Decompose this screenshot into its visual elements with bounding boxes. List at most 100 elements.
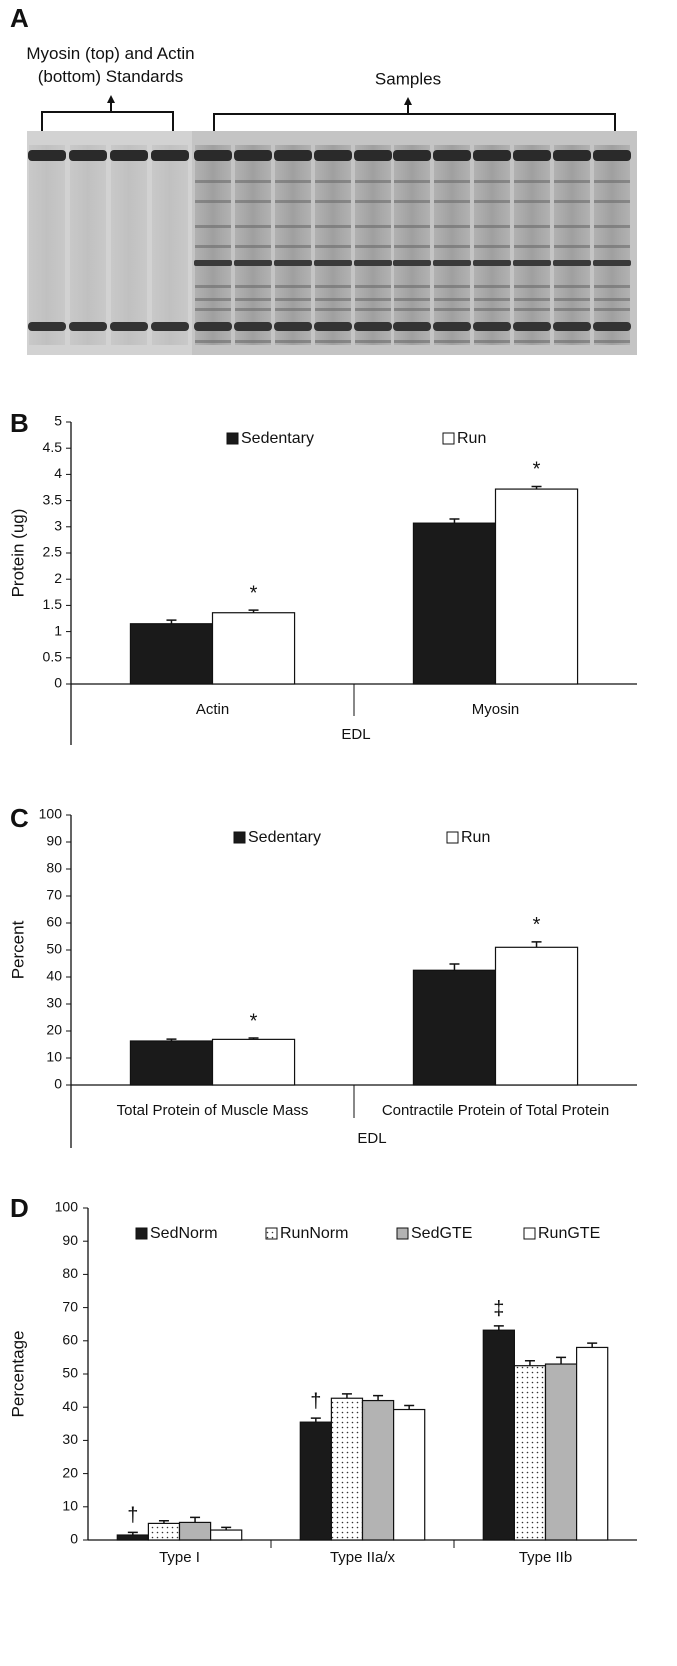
- significance-marker: †: [310, 1390, 321, 1412]
- y-tick-label: 30: [62, 1431, 78, 1447]
- gel-band: [234, 150, 272, 161]
- legend-swatch: [447, 832, 458, 843]
- gel-band: [473, 260, 511, 266]
- gel-band: [393, 260, 431, 266]
- legend-label: RunNorm: [280, 1225, 348, 1242]
- y-tick-label: 0: [70, 1531, 78, 1547]
- error-bar: [525, 1361, 535, 1366]
- error-bar: [587, 1343, 597, 1347]
- y-tick-label: 60: [46, 914, 62, 930]
- gel-lane: [29, 145, 65, 345]
- gel-band: [394, 200, 430, 203]
- panel-label: B: [10, 408, 29, 438]
- gel-band: [235, 245, 271, 248]
- y-tick-label: 2.5: [43, 544, 63, 560]
- y-tick-label: 20: [46, 1022, 62, 1038]
- gel-band: [275, 225, 311, 228]
- gel-band: [315, 308, 351, 311]
- gel-band: [195, 285, 231, 288]
- gel-band: [355, 298, 391, 301]
- gel-band: [195, 180, 231, 183]
- gel-band: [314, 260, 352, 266]
- gel-band: [514, 225, 550, 228]
- gel-band: [355, 285, 391, 288]
- gel-band: [554, 225, 590, 228]
- gel-band: [355, 225, 391, 228]
- x-tick-label: Type IIa/x: [330, 1549, 396, 1566]
- gel-band: [553, 260, 591, 266]
- x-tick-label: Type IIb: [519, 1549, 572, 1566]
- y-tick-label: 0: [54, 1076, 62, 1092]
- error-bar: [373, 1396, 383, 1401]
- gel-band: [355, 200, 391, 203]
- gel-band: [234, 322, 272, 331]
- gel-band: [275, 308, 311, 311]
- y-tick-label: 90: [62, 1232, 78, 1248]
- y-tick-label: 50: [62, 1365, 78, 1381]
- error-bar: [532, 942, 542, 947]
- standards-label: Myosin (top) and Actin (bottom) Standard…: [13, 42, 208, 88]
- legend-swatch: [234, 832, 245, 843]
- gel-band: [594, 245, 630, 248]
- gel-band: [554, 180, 590, 183]
- gel-band: [394, 308, 430, 311]
- gel-band: [434, 340, 470, 343]
- gel-band: [434, 225, 470, 228]
- gel-band: [393, 322, 431, 331]
- legend-swatch: [524, 1228, 535, 1239]
- gel-band: [69, 150, 107, 161]
- bar: [213, 613, 295, 684]
- bracket: [42, 100, 615, 131]
- gel-band: [434, 245, 470, 248]
- y-tick-label: 30: [46, 995, 62, 1011]
- gel-band: [394, 225, 430, 228]
- gel-band: [434, 200, 470, 203]
- gel-band: [69, 322, 107, 331]
- gel-band: [514, 308, 550, 311]
- bar: [117, 1535, 148, 1540]
- gel-band: [275, 285, 311, 288]
- error-bar: [190, 1517, 200, 1522]
- gel-band: [474, 308, 510, 311]
- legend-label: SedGTE: [411, 1225, 472, 1242]
- bar: [130, 1041, 212, 1085]
- gel-band: [433, 322, 471, 331]
- gel-band: [513, 260, 551, 266]
- gel-band: [394, 245, 430, 248]
- legend-label: SedNorm: [150, 1225, 218, 1242]
- gel-band: [235, 285, 271, 288]
- bar: [148, 1523, 179, 1540]
- gel-band: [514, 340, 550, 343]
- bar: [394, 1410, 425, 1540]
- legend-label: Sedentary: [241, 430, 314, 447]
- y-tick-label: 4: [54, 465, 62, 481]
- gel-band: [355, 340, 391, 343]
- gel-band: [514, 180, 550, 183]
- page: A Samples BProtein (ug)EDL00.511.522.533…: [0, 0, 677, 1666]
- gel-band: [235, 225, 271, 228]
- panel-label: C: [10, 803, 29, 833]
- gel-band: [354, 260, 392, 266]
- gel-band: [315, 200, 351, 203]
- gel-band: [514, 245, 550, 248]
- gel-lane: [111, 145, 147, 345]
- y-tick-label: 40: [62, 1398, 78, 1414]
- gel-band: [554, 200, 590, 203]
- gel-band: [194, 150, 232, 161]
- y-axis-label: Protein (ug): [8, 509, 27, 598]
- gel-band: [275, 298, 311, 301]
- gel-band: [593, 260, 631, 266]
- y-tick-label: 5: [54, 413, 62, 429]
- gel-band: [474, 180, 510, 183]
- gel-band: [28, 322, 66, 331]
- gel-band: [593, 322, 631, 331]
- y-tick-label: 1: [54, 622, 62, 638]
- gel-band: [513, 322, 551, 331]
- legend-label: RunGTE: [538, 1225, 600, 1242]
- gel-band: [355, 245, 391, 248]
- y-tick-label: 80: [62, 1265, 78, 1281]
- y-tick-label: 100: [39, 806, 63, 822]
- y-axis-label: Percentage: [8, 1331, 27, 1418]
- bar: [496, 489, 578, 684]
- gel-band: [513, 150, 551, 161]
